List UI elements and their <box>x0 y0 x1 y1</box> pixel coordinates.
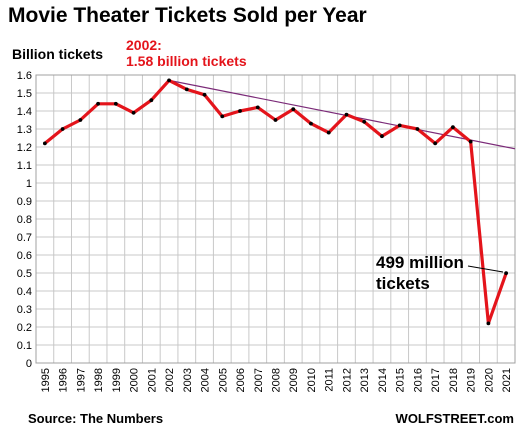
y-tick-label: 1.3 <box>17 124 32 136</box>
y-tick-label: 1.2 <box>17 142 32 154</box>
data-point <box>202 92 207 97</box>
y-tick-label: 0.1 <box>17 340 32 352</box>
x-tick-label: 2009 <box>288 368 300 392</box>
y-tick-label: 0 <box>26 358 32 370</box>
y-tick-label: 0.2 <box>17 322 32 334</box>
x-tick-label: 1997 <box>75 368 87 392</box>
y-tick-label: 0.6 <box>17 250 32 262</box>
x-tick-label: 2005 <box>217 368 229 392</box>
data-point <box>326 130 331 135</box>
x-tick-label: 2013 <box>359 368 371 392</box>
x-tick-label: 1995 <box>40 368 52 392</box>
x-tick-label: 1999 <box>111 368 123 392</box>
y-tick-label: 1.1 <box>17 160 32 172</box>
data-point <box>380 134 384 139</box>
data-point <box>433 141 438 146</box>
data-point <box>42 141 47 146</box>
data-point <box>184 87 189 92</box>
data-point <box>238 109 242 113</box>
data-point <box>344 112 349 117</box>
y-tick-label: 1 <box>26 178 32 190</box>
series-line <box>43 78 508 325</box>
x-tick-label: 2017 <box>430 368 442 392</box>
x-tick-label: 2001 <box>146 368 158 392</box>
data-point <box>149 98 154 103</box>
data-point <box>291 107 296 112</box>
x-tick-label: 1998 <box>93 368 105 392</box>
data-point <box>451 125 455 130</box>
x-tick-label: 2003 <box>182 368 194 392</box>
data-point <box>415 127 420 131</box>
latest-annotation-leader <box>467 265 504 273</box>
y-tick-label: 1.4 <box>17 106 32 118</box>
y-tick-label: 0.5 <box>17 268 32 280</box>
trend-line <box>168 79 516 150</box>
x-tick-label: 2015 <box>395 368 407 392</box>
y-tick-label: 1.6 <box>17 70 32 82</box>
y-axis-label: Billion tickets <box>12 46 103 62</box>
x-tick-label: 2021 <box>501 368 513 392</box>
x-tick-label: 2018 <box>448 368 460 392</box>
x-tick-label: 2020 <box>483 368 495 392</box>
latest-annotation-line1: 499 million <box>376 253 464 272</box>
data-point <box>96 101 100 106</box>
latest-annotation-line2: tickets <box>376 274 430 293</box>
x-tick-label: 2000 <box>129 368 141 392</box>
data-point <box>486 321 491 326</box>
y-tick-label: 0.9 <box>17 196 32 208</box>
data-point <box>167 78 171 83</box>
x-tick-label: 2007 <box>253 368 265 392</box>
x-tick-label: 2016 <box>412 368 424 392</box>
y-tick-label: 0.3 <box>17 304 32 316</box>
data-point <box>273 118 278 122</box>
plot-area: 0 0.1 0.2 0.3 0.4 0.5 0.6 0.7 0.8 0.9 1 1.1 1.2 1.3 1.… <box>17 70 516 392</box>
data-point <box>309 121 313 126</box>
x-tick-label: 2002 <box>164 368 176 392</box>
data-point <box>397 123 402 128</box>
x-tick-label: 2010 <box>306 368 318 392</box>
x-tick-label: 2011 <box>324 368 336 392</box>
x-tick-label: 2019 <box>466 368 478 392</box>
y-tick-label: 0.7 <box>17 232 32 244</box>
peak-annotation-value: 1.58 billion tickets <box>126 53 247 69</box>
y-tick-label: 0.4 <box>17 286 32 298</box>
x-tick-label: 2014 <box>377 368 389 392</box>
brand-watermark: WOLFSTREET.com <box>396 411 514 426</box>
data-point <box>60 127 65 131</box>
x-tick-label: 2006 <box>235 368 247 392</box>
peak-annotation-year: 2002: <box>126 37 162 53</box>
data-point <box>362 119 367 124</box>
y-tick-label: 0.8 <box>17 214 32 226</box>
data-point <box>131 110 136 115</box>
data-point <box>468 139 473 144</box>
data-point <box>504 271 509 276</box>
data-point <box>220 114 225 119</box>
plot-frame <box>35 74 516 364</box>
y-tick-label: 1.5 <box>17 88 32 100</box>
x-tick-label: 2012 <box>341 368 353 392</box>
source-note: Source: The Numbers <box>28 411 163 426</box>
data-point <box>78 118 83 122</box>
chart-title: Movie Theater Tickets Sold per Year <box>8 4 367 27</box>
data-point <box>255 105 260 110</box>
x-tick-label: 2008 <box>271 368 283 392</box>
data-point <box>113 101 118 106</box>
x-tick-label: 1996 <box>58 368 70 392</box>
x-tick-label: 2004 <box>200 368 212 392</box>
